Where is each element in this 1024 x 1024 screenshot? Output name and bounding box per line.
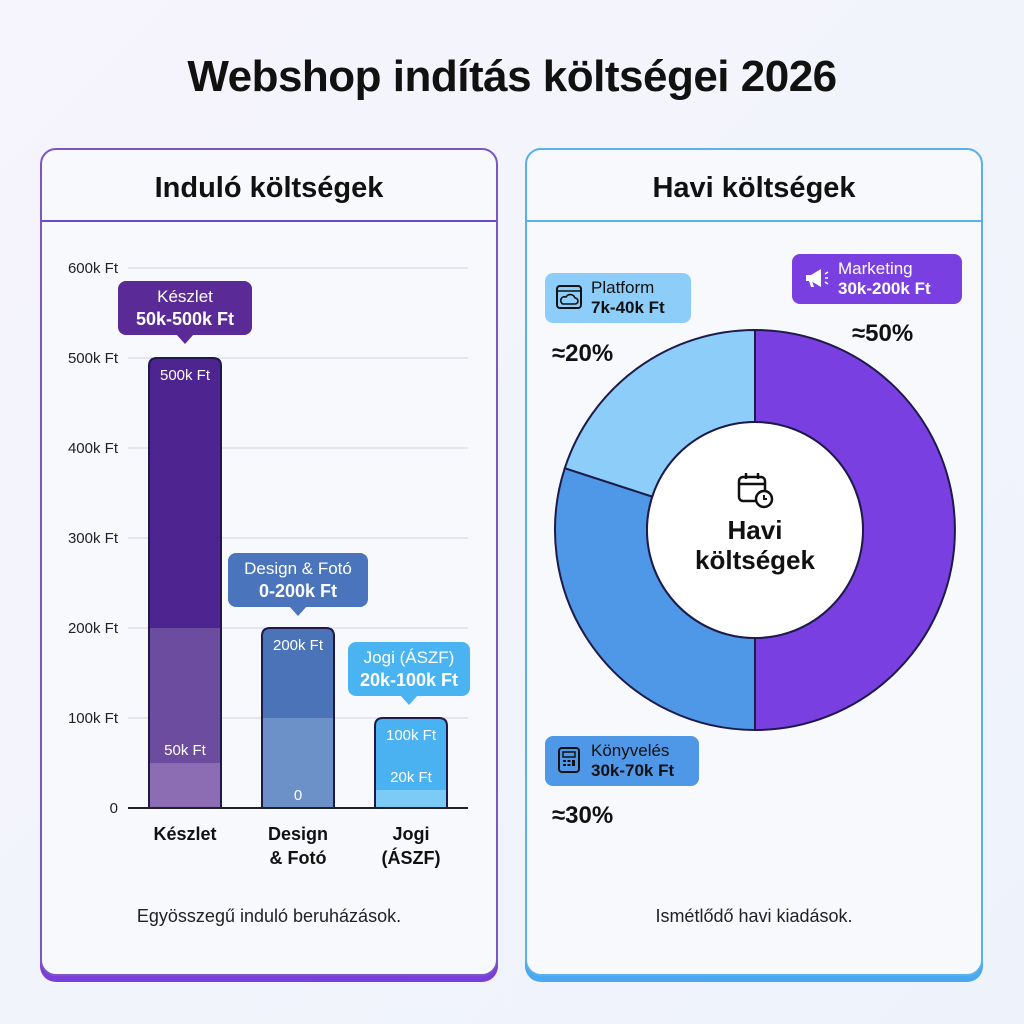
callout-range: 0-200k Ft	[258, 581, 338, 601]
bar-value-label: 20k Ft	[390, 769, 433, 786]
bar-outline	[148, 357, 222, 808]
bar-value-label: 50k Ft	[164, 742, 207, 759]
browser-cloud-icon	[556, 285, 582, 309]
calculator-icon	[558, 747, 580, 773]
callout-range: 50k-500k Ft	[135, 309, 235, 329]
bar-segment	[262, 628, 334, 718]
callout-name: Készlet	[157, 287, 213, 306]
center-label-line1: Havi	[727, 515, 783, 545]
y-tick-label: 600k Ft	[68, 260, 119, 277]
x-category-label: Készlet	[153, 824, 216, 844]
slice-name: Könyvelés	[591, 741, 670, 760]
x-category-label: Design	[268, 824, 328, 844]
x-category-label: & Fotó	[270, 848, 327, 868]
bar-outline	[374, 717, 448, 808]
bar-callout: Készlet 50k-500k Ft	[118, 281, 252, 344]
slice-range: 30k-70k Ft	[591, 761, 675, 780]
bar-value-label: 0	[294, 787, 302, 804]
bar-callout: Jogi (ÁSZF) 20k-100k Ft	[348, 642, 470, 705]
x-category-label: Jogi	[392, 824, 429, 844]
bar-value-label: 100k Ft	[386, 727, 437, 744]
bar-outline	[261, 627, 335, 808]
slice-label-platform: Platform 7k-40k Ft	[545, 273, 691, 323]
donut-hole	[646, 421, 864, 639]
divider	[42, 220, 496, 222]
bar-callout: Design & Fotó 0-200k Ft	[228, 553, 368, 616]
y-tick-label: 400k Ft	[68, 440, 119, 457]
card-footer: Egyösszegű induló beruházások.	[136, 906, 402, 926]
callout-name: Design & Fotó	[244, 559, 352, 578]
callout-range: 20k-100k Ft	[359, 670, 459, 690]
slice-percent: ≈20%	[552, 340, 614, 367]
bar-value-label: 200k Ft	[273, 637, 324, 654]
bar-segment	[375, 718, 447, 790]
divider	[527, 220, 981, 222]
bar-segment	[375, 790, 447, 808]
y-tick-label: 300k Ft	[68, 530, 119, 547]
y-tick-label: 0	[110, 800, 118, 817]
bar-segment	[149, 358, 221, 628]
donut-center: Havi költségek	[655, 470, 855, 575]
x-category-label: (ÁSZF)	[382, 847, 441, 868]
card-title: Havi költségek	[652, 172, 856, 204]
slice-percent: ≈50%	[852, 320, 914, 347]
center-label-line2: költségek	[695, 545, 815, 575]
bar-value-label: 500k Ft	[160, 367, 211, 384]
card-footer: Ismétlődő havi kiadások.	[655, 906, 853, 926]
bar-segment	[149, 763, 221, 808]
y-tick-label: 500k Ft	[68, 350, 119, 367]
slice-percent: ≈30%	[552, 802, 614, 829]
callout-name: Jogi (ÁSZF)	[363, 648, 455, 667]
card-title: Induló költségek	[154, 172, 384, 204]
bar-segment	[149, 628, 221, 763]
slice-label-könyvelés: Könyvelés 30k-70k Ft	[545, 736, 699, 786]
bar-segment	[262, 718, 334, 808]
megaphone-icon	[806, 269, 829, 287]
slice-range: 30k-200k Ft	[838, 279, 931, 298]
slice-label-marketing: Marketing 30k-200k Ft	[792, 254, 962, 304]
slice-name: Marketing	[838, 259, 913, 278]
y-tick-label: 200k Ft	[68, 620, 119, 637]
slice-range: 7k-40k Ft	[591, 298, 665, 317]
calendar-clock-icon	[737, 473, 774, 509]
y-tick-label: 100k Ft	[68, 710, 119, 727]
slice-name: Platform	[591, 278, 655, 297]
center-label: Havi költségek	[655, 515, 855, 575]
page-title: Webshop indítás költségei 2026	[187, 52, 837, 101]
